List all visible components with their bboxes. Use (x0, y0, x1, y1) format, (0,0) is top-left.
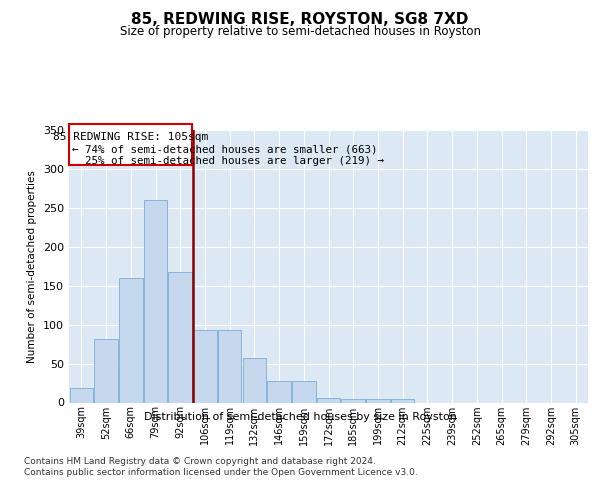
Bar (242, 358, 266, 403)
Text: Distribution of semi-detached houses by size in Royston: Distribution of semi-detached houses by … (143, 412, 457, 422)
Bar (94, 338, 118, 402)
Y-axis label: Number of semi-detached properties: Number of semi-detached properties (28, 170, 37, 362)
Text: 85 REDWING RISE: 105sqm: 85 REDWING RISE: 105sqm (53, 132, 208, 141)
Text: ← 74% of semi-detached houses are smaller (663): ← 74% of semi-detached houses are smalle… (72, 144, 377, 154)
Text: Contains HM Land Registry data © Crown copyright and database right 2024.
Contai: Contains HM Land Registry data © Crown c… (24, 458, 418, 477)
Bar (268, 382, 291, 402)
Bar (169, 272, 192, 402)
Bar (341, 398, 365, 402)
Bar (317, 398, 340, 402)
Text: Size of property relative to semi-detached houses in Royston: Size of property relative to semi-detach… (119, 25, 481, 38)
Bar (292, 382, 316, 402)
Text: 25% of semi-detached houses are larger (219) →: 25% of semi-detached houses are larger (… (72, 156, 384, 166)
Bar (144, 200, 167, 402)
Text: 85, REDWING RISE, ROYSTON, SG8 7XD: 85, REDWING RISE, ROYSTON, SG8 7XD (131, 12, 469, 28)
Bar (391, 400, 415, 402)
Bar (218, 330, 241, 402)
FancyBboxPatch shape (70, 124, 192, 165)
Bar (70, 388, 93, 402)
Bar (119, 278, 143, 402)
Bar (366, 398, 389, 402)
Bar (193, 330, 217, 402)
